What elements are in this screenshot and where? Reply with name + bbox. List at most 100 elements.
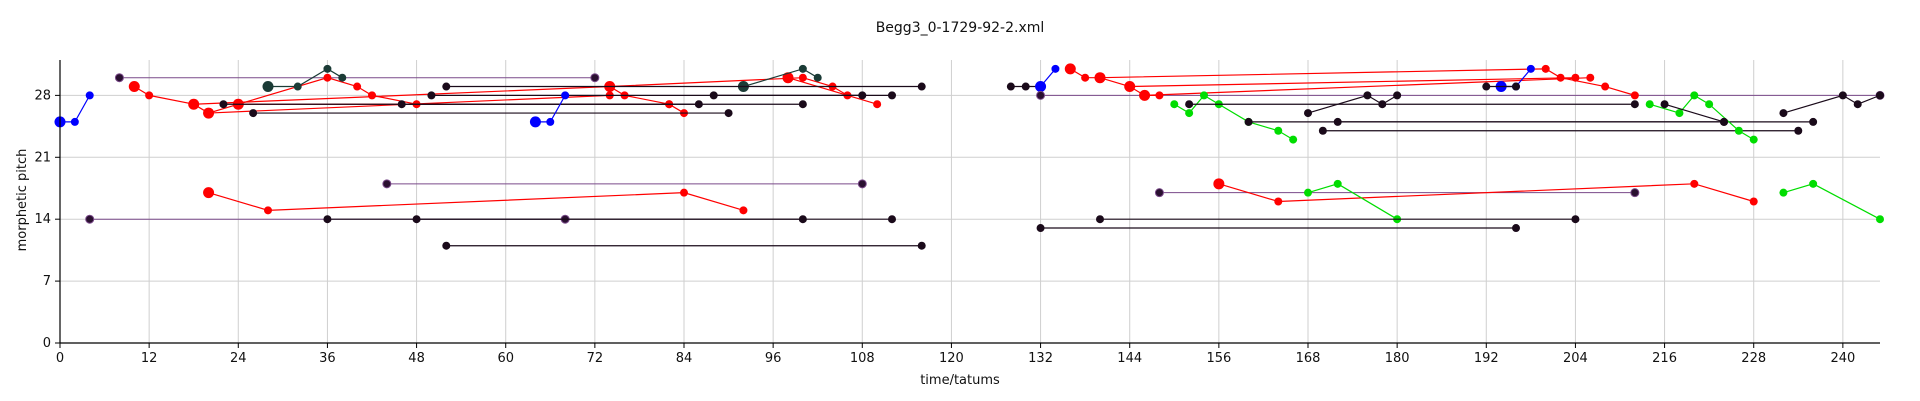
series-line (208, 192, 744, 211)
data-point (858, 91, 867, 100)
x-tick-label: 192 (1474, 351, 1499, 366)
data-point (1378, 100, 1387, 109)
series-26 (1036, 90, 1885, 100)
x-tick-label: 168 (1296, 351, 1321, 366)
data-point (1021, 82, 1030, 91)
x-tick-label: 72 (587, 351, 604, 366)
data-point (546, 117, 555, 126)
data-point (262, 81, 274, 93)
data-point (1630, 91, 1639, 100)
grid (59, 60, 1880, 344)
series-34 (1304, 91, 1402, 118)
data-point (873, 100, 882, 109)
data-point (1333, 179, 1342, 188)
data-point (1036, 224, 1045, 233)
data-point (1363, 91, 1372, 100)
data-point (1051, 64, 1060, 73)
data-point (1213, 178, 1225, 190)
data-point (1526, 64, 1535, 73)
y-axis-label: morphetic pitch (15, 149, 30, 252)
data-point (1289, 135, 1298, 144)
series-43 (1213, 178, 1758, 206)
series-15 (442, 82, 926, 91)
data-point (1571, 215, 1580, 224)
data-point (798, 100, 807, 109)
data-point (1096, 215, 1104, 224)
data-point (293, 82, 302, 91)
series-31 (1170, 91, 1298, 144)
data-point (1185, 100, 1194, 109)
data-point (1645, 100, 1654, 109)
x-tick-label: 240 (1830, 351, 1855, 366)
data-point (1734, 126, 1743, 135)
data-point (203, 107, 215, 119)
data-point (1318, 126, 1327, 135)
series-line (1783, 183, 1881, 220)
x-tick-label: 0 (56, 351, 64, 366)
data-point (1274, 126, 1283, 135)
data-point (1512, 224, 1520, 233)
series-line (1307, 94, 1398, 114)
data-point (1586, 73, 1595, 82)
series-47 (1096, 215, 1580, 224)
data-point (1809, 179, 1818, 188)
x-tick-label: 156 (1206, 351, 1231, 366)
data-point (1006, 82, 1015, 91)
x-tick-label: 228 (1741, 351, 1766, 366)
y-tick-label: 14 (34, 212, 51, 227)
data-point (427, 91, 436, 100)
data-point (1749, 135, 1758, 144)
data-point (85, 91, 94, 100)
series-21 (412, 215, 896, 224)
x-tick-label: 180 (1385, 351, 1410, 366)
data-point (442, 241, 451, 250)
x-axis-label: time/tatums (920, 373, 1000, 388)
data-point (1124, 81, 1136, 93)
x-tick-label: 120 (939, 351, 964, 366)
data-point (338, 73, 347, 82)
data-point (1304, 109, 1312, 118)
data-point (249, 109, 258, 118)
series-39 (1645, 91, 1758, 144)
data-point (323, 73, 332, 82)
data-point (798, 73, 807, 82)
data-point (1630, 188, 1640, 198)
x-tick-label: 216 (1652, 351, 1677, 366)
data-point (1274, 197, 1283, 206)
data-point (1036, 90, 1046, 100)
data-point (1809, 117, 1818, 126)
data-point (353, 82, 362, 91)
data-point (1200, 91, 1208, 100)
series-line (787, 77, 878, 105)
x-tick-label: 132 (1028, 351, 1053, 366)
series-42 (1154, 188, 1640, 198)
data-point (694, 100, 703, 109)
data-point (1064, 63, 1076, 75)
series-line (609, 86, 685, 114)
series-line (1144, 77, 1591, 96)
data-point (917, 241, 926, 250)
data-point (1139, 89, 1151, 101)
data-point (1876, 215, 1884, 224)
data-point (1035, 81, 1047, 93)
data-point (1794, 126, 1803, 135)
data-point (1541, 64, 1550, 73)
data-point (1690, 179, 1699, 188)
data-point (188, 98, 200, 110)
x-tick-label: 60 (497, 351, 514, 366)
axes (59, 60, 1880, 344)
data-point (412, 215, 421, 224)
data-point (1876, 91, 1884, 100)
data-point (739, 206, 748, 215)
series-41 (1779, 91, 1884, 118)
data-point (1838, 91, 1847, 100)
series-25 (1035, 64, 1060, 93)
data-point (1720, 117, 1728, 126)
data-point (709, 91, 718, 100)
series-line (193, 77, 848, 105)
series-30 (1139, 73, 1595, 101)
data-point (1675, 109, 1684, 118)
series-2 (114, 73, 600, 83)
data-point (85, 214, 95, 224)
data-point (1512, 82, 1520, 91)
